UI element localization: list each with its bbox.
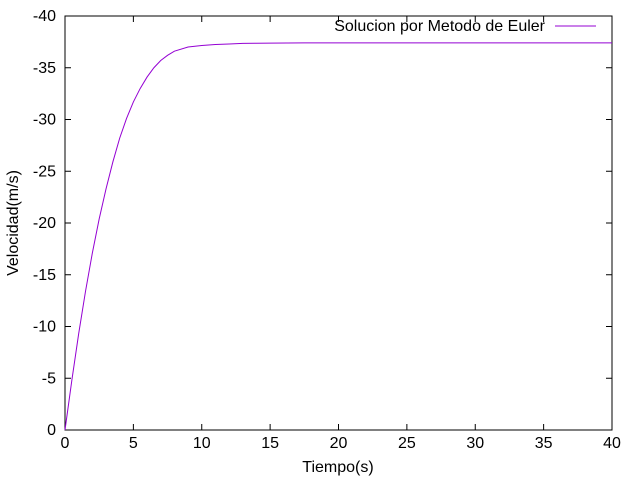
series-line [64, 42, 612, 431]
y-axis-label: Velocidad(m/s) [5, 170, 22, 276]
y-tick-label: -20 [33, 215, 56, 232]
x-tick-label: 35 [535, 435, 553, 452]
y-tick-label: 0 [47, 422, 56, 439]
x-tick-label: 15 [261, 435, 279, 452]
y-tick-label: -10 [33, 319, 56, 336]
x-tick-label: 25 [398, 435, 416, 452]
legend-label: Solucion por Metodo de Euler [334, 18, 545, 35]
y-tick-label: -30 [33, 112, 56, 129]
x-axis-label: Tiempo(s) [302, 459, 373, 476]
x-tick-label: 40 [603, 435, 621, 452]
plot-frame [64, 15, 613, 431]
legend: Solucion por Metodo de Euler [334, 18, 596, 35]
y-tick-label: -5 [42, 370, 56, 387]
x-tick-label: 10 [193, 435, 211, 452]
series-layer [64, 42, 612, 431]
y-tick-label: -40 [33, 8, 56, 25]
y-tick-label: -35 [33, 60, 56, 77]
x-tick-label: 30 [466, 435, 484, 452]
y-tick-label: -15 [33, 267, 56, 284]
ticks-layer: 0 5 10 15 20 25 30 35 40 0 -5 -10 -15 -20 -25 -30 -35 -40 [33, 8, 621, 452]
y-tick-label: -25 [33, 163, 56, 180]
x-tick-label: 0 [61, 435, 70, 452]
x-tick-label: 5 [129, 435, 138, 452]
x-tick-label: 20 [330, 435, 348, 452]
